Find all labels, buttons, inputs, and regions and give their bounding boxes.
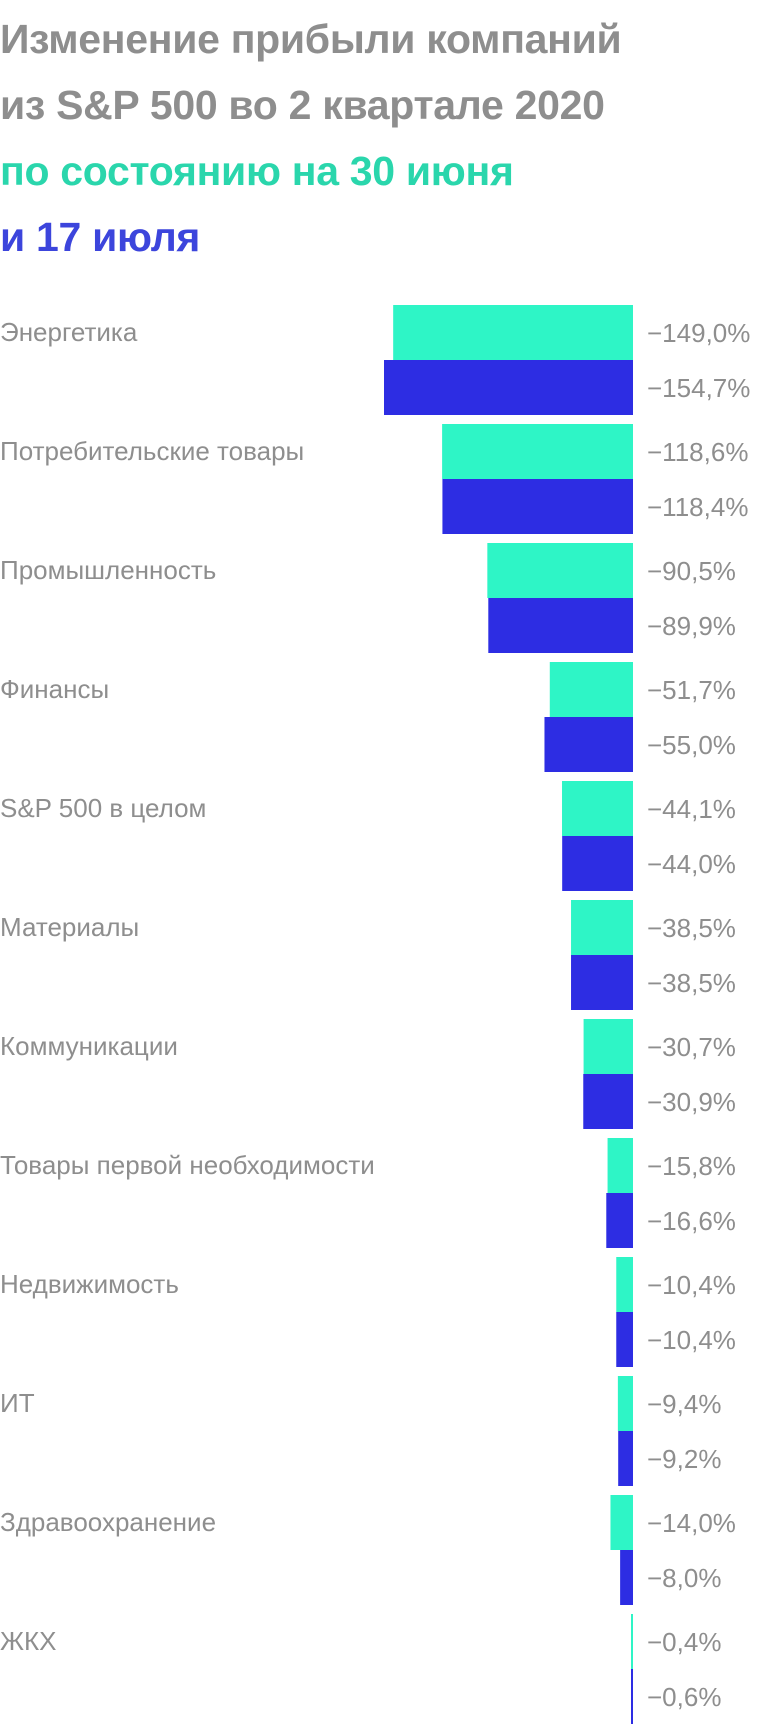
value-label-july17: −55,0% [647, 730, 736, 760]
value-label-july17: −9,2% [647, 1444, 721, 1474]
legend-june30: по состоянию на 30 июня [0, 148, 514, 194]
bar-july17 [384, 360, 633, 415]
category-label: Потребительские товары [0, 436, 304, 466]
bar-july17 [571, 955, 633, 1010]
bar-june30 [571, 900, 633, 955]
value-label-june30: −30,7% [647, 1032, 736, 1062]
bar-june30 [442, 424, 633, 479]
category-label: Финансы [0, 674, 109, 704]
value-label-july17: −118,4% [647, 492, 748, 522]
value-label-july17: −89,9% [647, 611, 736, 641]
value-label-june30: −51,7% [647, 675, 736, 705]
category-label: Энергетика [0, 317, 138, 347]
value-label-june30: −38,5% [647, 913, 736, 943]
value-label-june30: −15,8% [647, 1151, 736, 1181]
category-label: Промышленность [0, 555, 216, 585]
chart-title: Изменение прибыли компаний из S&P 500 во… [0, 6, 768, 270]
category-label: Товары первой необходимости [0, 1150, 375, 1180]
bar-june30 [583, 1019, 633, 1074]
bar-july17 [631, 1669, 633, 1724]
value-label-july17: −16,6% [647, 1206, 736, 1236]
value-label-july17: −38,5% [647, 968, 736, 998]
bar-june30 [562, 781, 633, 836]
value-label-june30: −90,5% [647, 556, 736, 586]
value-label-july17: −30,9% [647, 1087, 736, 1117]
bar-july17 [620, 1550, 633, 1605]
category-label: Материалы [0, 912, 139, 942]
value-label-july17: −10,4% [647, 1325, 736, 1355]
value-label-june30: −14,0% [647, 1508, 736, 1538]
value-label-june30: −10,4% [647, 1270, 736, 1300]
value-label-july17: −0,6% [647, 1682, 721, 1712]
bar-june30 [607, 1138, 633, 1193]
value-label-june30: −149,0% [647, 318, 750, 348]
bar-july17 [442, 479, 633, 534]
bar-july17 [488, 598, 633, 653]
bar-july17 [544, 717, 633, 772]
value-label-july17: −154,7% [647, 373, 750, 403]
bar-june30 [549, 662, 633, 717]
title-line-1: Изменение прибыли компаний [0, 16, 622, 62]
bar-june30 [631, 1614, 633, 1669]
value-label-june30: −44,1% [647, 794, 736, 824]
value-label-june30: −118,6% [647, 437, 748, 467]
bar-july17 [616, 1312, 633, 1367]
bar-july17 [562, 836, 633, 891]
value-label-june30: −0,4% [647, 1627, 721, 1657]
category-label: Недвижимость [0, 1269, 179, 1299]
category-label: Здравоохранение [0, 1507, 216, 1537]
category-label: Коммуникации [0, 1031, 178, 1061]
category-label: S&P 500 в целом [0, 793, 206, 823]
bar-july17 [606, 1193, 633, 1248]
bar-june30 [393, 305, 633, 360]
bar-july17 [583, 1074, 633, 1129]
bar-june30 [617, 1376, 633, 1431]
category-label: ЖКХ [0, 1626, 57, 1656]
bar-june30 [487, 543, 633, 598]
value-label-july17: −8,0% [647, 1563, 721, 1593]
title-line-2: из S&P 500 во 2 квартале 2020 [0, 82, 605, 128]
bar-june30 [610, 1495, 633, 1550]
value-label-july17: −44,0% [647, 849, 736, 879]
value-label-june30: −9,4% [647, 1389, 721, 1419]
bar-july17 [618, 1431, 633, 1486]
legend-july17: и 17 июля [0, 214, 201, 260]
category-label: ИТ [0, 1388, 35, 1418]
bar-june30 [616, 1257, 633, 1312]
